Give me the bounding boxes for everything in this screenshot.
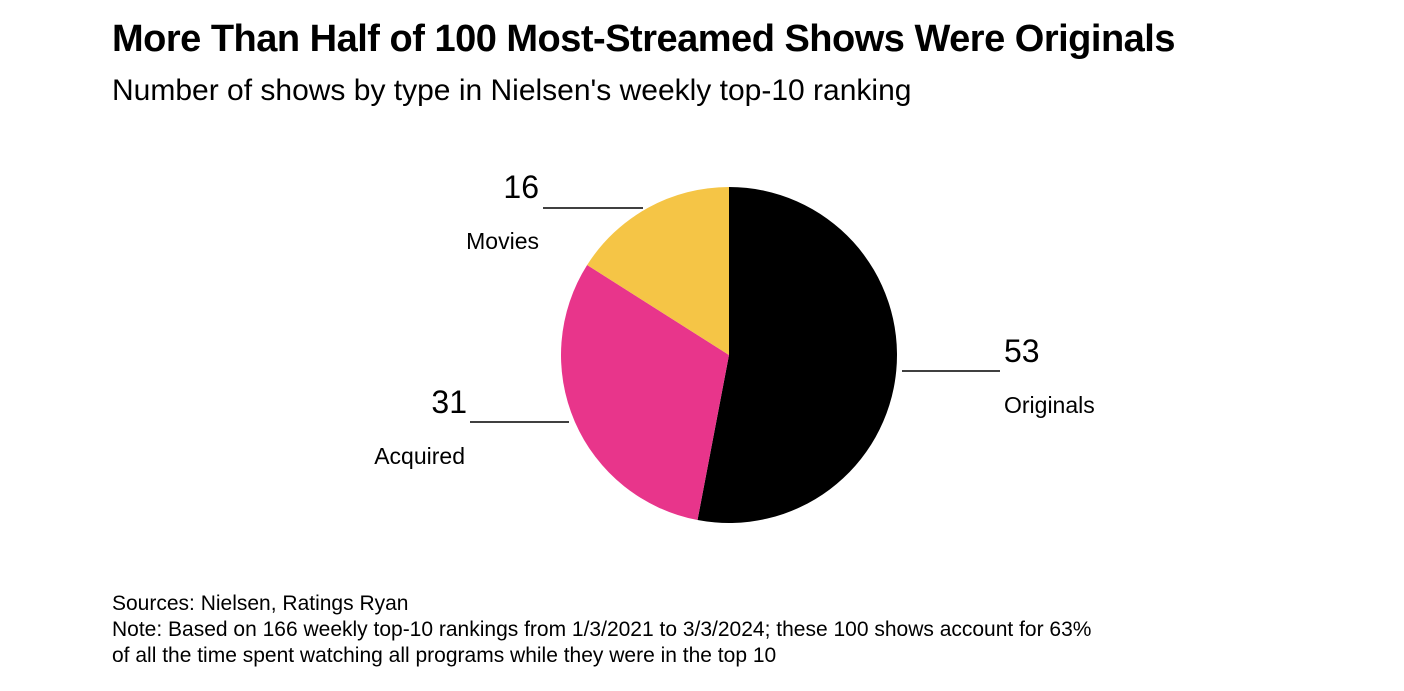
sources-text: Sources: Nielsen, Ratings Ryan — [112, 592, 409, 615]
category-label-acquired: Acquired — [374, 443, 465, 469]
category-label-originals: Originals — [1004, 392, 1095, 418]
chart-subtitle: Number of shows by type in Nielsen's wee… — [112, 74, 912, 107]
pie-slice-originals — [697, 187, 898, 523]
pie-slice-movies — [587, 187, 729, 355]
pie-chart: 53 Originals 31 Acquired 16 Movies — [374, 169, 1095, 523]
note-text-line-2: of all the time spent watching all progr… — [112, 644, 777, 667]
value-label-movies: 16 — [503, 169, 539, 205]
chart-footer: Sources: Nielsen, Ratings Ryan Note: Bas… — [112, 591, 1091, 669]
pie-slice-acquired — [560, 264, 729, 521]
chart-title: More Than Half of 100 Most-Streamed Show… — [112, 18, 1175, 60]
note-text-line-1: Note: Based on 166 weekly top-10 ranking… — [112, 618, 1092, 641]
category-label-movies: Movies — [466, 228, 539, 254]
value-label-acquired: 31 — [431, 384, 467, 420]
value-label-originals: 53 — [1004, 333, 1040, 369]
